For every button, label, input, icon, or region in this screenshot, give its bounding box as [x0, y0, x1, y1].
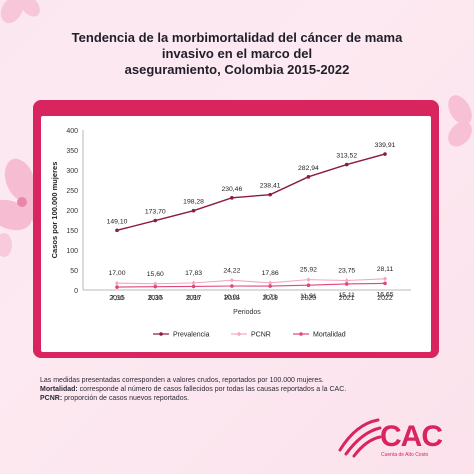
chart-card: 0 50 100 150 200 250 300 350 400 Casos por 100.00…	[41, 116, 431, 352]
data-label-prevalencia-2015: 149,10	[107, 218, 128, 225]
cherry-blossom-decoration-top-left	[0, 0, 60, 40]
point-mortalidad-2020	[307, 283, 311, 287]
footnote-line-1: Las medidas presentadas corresponden a v…	[40, 376, 370, 385]
point-prevalencia-2022	[383, 152, 387, 156]
point-pcnr-2018	[230, 278, 234, 282]
footnote-pcnr-label: PCNR:	[40, 395, 62, 402]
y-tick-label-150: 150	[66, 228, 78, 235]
data-label-prevalencia-2016: 173,70	[145, 209, 166, 216]
chart-frame: 0 50 100 150 200 250 300 350 400 Casos por 100.00…	[33, 100, 439, 358]
legend-label-mortalidad: Mortalidad	[313, 332, 346, 339]
legend-label-prevalencia: Prevalencia	[173, 332, 210, 339]
data-label-pcnr-2018: 24,22	[223, 267, 240, 274]
data-label-prevalencia-2017: 198,28	[183, 199, 204, 206]
point-mortalidad-2021	[345, 282, 349, 286]
point-prevalencia-2021	[345, 163, 349, 167]
chart-title: Tendencia de la morbimortalidad del cánc…	[60, 30, 414, 78]
point-prevalencia-2018	[230, 196, 234, 200]
point-mortalidad-2022	[383, 282, 387, 286]
footnote: Las medidas presentadas corresponden a v…	[40, 376, 370, 403]
footnote-pcnr: PCNR: proporción de casos nuevos reporta…	[40, 394, 370, 403]
chart-title-line-1: Tendencia de la morbimortalidad del cánc…	[60, 30, 414, 46]
data-label-mortalidad-2022: 16,65	[376, 291, 393, 298]
point-prevalencia-2016	[153, 219, 157, 223]
data-label-prevalencia-2021: 313,52	[336, 153, 357, 160]
point-mortalidad-2017	[192, 285, 196, 289]
point-pcnr-2020	[306, 277, 310, 281]
point-pcnr-2021	[345, 278, 349, 282]
footnote-mortalidad-label: Mortalidad:	[40, 386, 78, 393]
legend-marker-pcnr	[237, 332, 241, 336]
point-mortalidad-2016	[153, 285, 157, 289]
data-label-prevalencia-2019: 238,41	[260, 183, 281, 190]
legend-marker-prevalencia	[159, 332, 163, 336]
data-label-pcnr-2016: 15,60	[147, 271, 164, 278]
series-line-prevalencia	[117, 154, 385, 230]
y-tick-label-400: 400	[66, 128, 78, 135]
data-label-pcnr-2022: 28,11	[377, 266, 394, 273]
y-tick-label-250: 250	[66, 188, 78, 195]
footnote-mortalidad: Mortalidad: corresponde al número de cas…	[40, 385, 370, 394]
data-label-mortalidad-2016: 8,30	[149, 295, 162, 302]
data-label-pcnr-2021: 23,75	[338, 268, 355, 275]
point-mortalidad-2019	[268, 284, 272, 288]
data-label-prevalencia-2020: 282,94	[298, 165, 319, 172]
y-tick-label-0: 0	[74, 288, 78, 295]
footnote-mortalidad-text: corresponde al número de casos fallecido…	[78, 386, 346, 393]
data-label-prevalencia-2018: 230,46	[221, 186, 242, 193]
data-label-pcnr-2019: 17,86	[262, 270, 279, 277]
data-label-pcnr-2015: 17,00	[108, 270, 125, 277]
y-tick-label-100: 100	[66, 248, 78, 255]
point-prevalencia-2017	[192, 209, 196, 213]
point-pcnr-2017	[191, 281, 195, 285]
data-label-mortalidad-2018: 10,01	[223, 294, 240, 301]
chart-title-line-2: invasivo en el marco del	[60, 46, 414, 62]
point-prevalencia-2015	[115, 229, 119, 233]
point-prevalencia-2020	[307, 175, 311, 179]
y-tick-label-300: 300	[66, 168, 78, 175]
series-line-pcnr	[117, 279, 385, 284]
data-label-mortalidad-2017: 8,96	[187, 294, 200, 301]
data-label-mortalidad-2019: 9,73	[264, 294, 277, 301]
point-mortalidad-2018	[230, 284, 234, 288]
data-label-mortalidad-2021: 15,11	[338, 292, 355, 299]
legend-label-pcnr: PCNR	[251, 332, 271, 339]
x-axis-label: Periodos	[233, 309, 261, 316]
point-prevalencia-2019	[268, 193, 272, 197]
y-tick-label-350: 350	[66, 148, 78, 155]
chart-title-line-3: aseguramiento, Colombia 2015-2022	[60, 62, 414, 78]
point-mortalidad-2015	[115, 285, 119, 289]
data-label-mortalidad-2015: 7,30	[110, 295, 123, 302]
data-label-prevalencia-2022: 339,91	[375, 142, 396, 149]
cac-logo-text: CAC	[380, 420, 442, 454]
footnote-pcnr-text: proporción de casos nuevos reportados.	[62, 395, 189, 402]
point-pcnr-2015	[115, 281, 119, 285]
y-tick-label-50: 50	[70, 268, 78, 275]
y-axis-label: Casos por 100.000 mujeres	[50, 162, 59, 259]
legend-marker-mortalidad	[299, 332, 303, 336]
data-label-pcnr-2020: 25,92	[300, 267, 317, 274]
data-label-pcnr-2017: 17,83	[185, 270, 202, 277]
point-pcnr-2022	[383, 277, 387, 281]
line-chart: 0 50 100 150 200 250 300 350 400 Casos por 100.00…	[41, 116, 431, 352]
cac-logo-subtitle: Cuenta de Alto Costo	[381, 452, 428, 458]
data-label-mortalidad-2020: 11,91	[300, 293, 317, 300]
y-tick-label-200: 200	[66, 208, 78, 215]
